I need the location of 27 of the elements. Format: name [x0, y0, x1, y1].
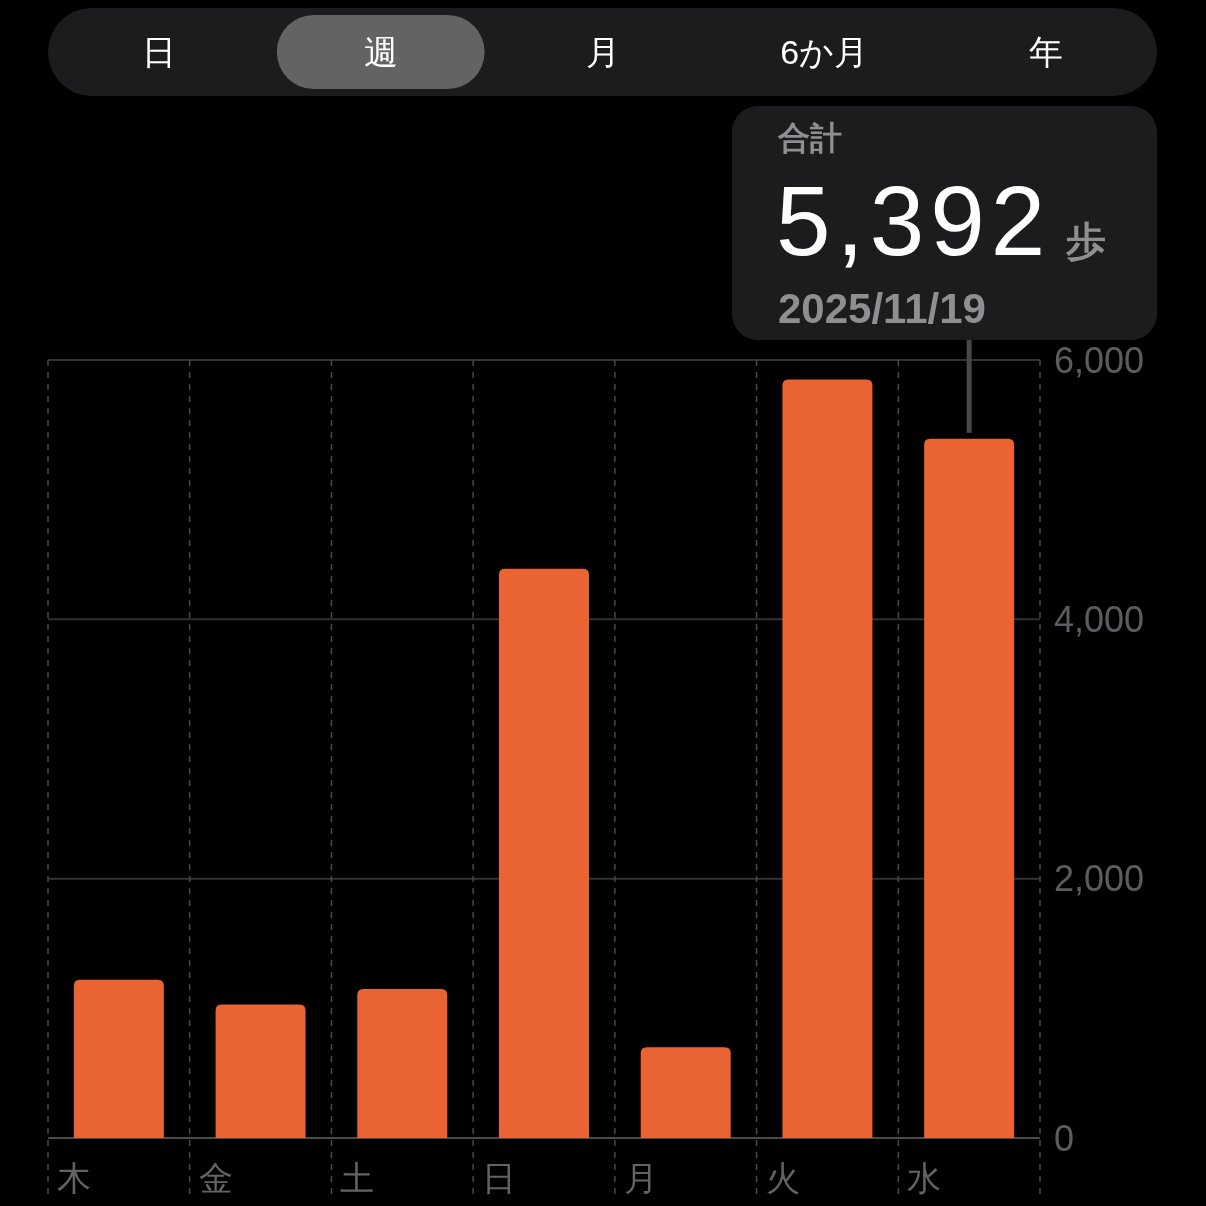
bar — [357, 988, 448, 1138]
y-tick-label: 6,000 — [1054, 339, 1145, 381]
text: 週 — [363, 33, 398, 71]
x-tick-label: 木 — [57, 1159, 91, 1197]
bar — [73, 979, 164, 1138]
text: 日 — [141, 33, 176, 71]
text: 年 — [1029, 33, 1064, 71]
annotation: 5,392 — [776, 166, 1052, 276]
x-tick-label: 日 — [482, 1159, 517, 1197]
text: 2025/11/19 — [778, 285, 986, 332]
x-tick-label: 土 — [340, 1159, 375, 1197]
x-tick-label: 水 — [907, 1159, 942, 1197]
text: 合計 — [777, 120, 842, 156]
bar — [924, 438, 1015, 1138]
y-tick-label: 2,000 — [1054, 858, 1145, 900]
bar — [499, 568, 589, 1138]
text: 月 — [585, 33, 620, 71]
x-tick-label: 月 — [623, 1159, 658, 1197]
text: 6か月 — [780, 33, 869, 71]
bar — [640, 1047, 731, 1138]
y-tick-label: 0 — [1054, 1117, 1075, 1159]
bar — [215, 1004, 306, 1138]
x-tick-label: 火 — [765, 1159, 800, 1197]
y-tick-label: 4,000 — [1054, 598, 1145, 640]
bar — [782, 379, 873, 1138]
text: 歩 — [1065, 219, 1106, 263]
x-tick-label: 金 — [198, 1159, 233, 1197]
